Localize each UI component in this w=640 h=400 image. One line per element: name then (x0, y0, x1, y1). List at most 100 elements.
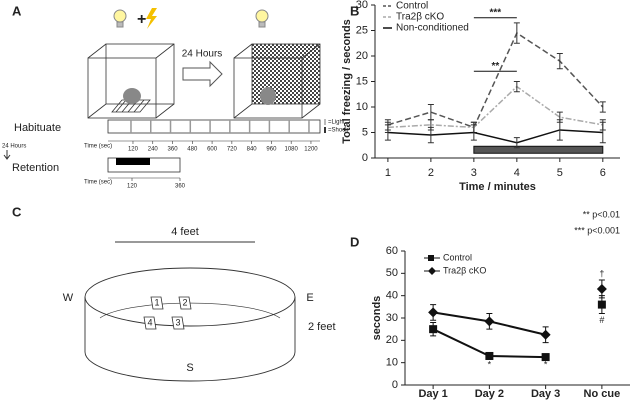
x-tick-label: 3 (471, 167, 477, 179)
y-tick-label: 5 (362, 126, 368, 138)
marker (484, 316, 495, 327)
object (178, 296, 192, 310)
y-tick-label: 10 (356, 101, 368, 113)
x-tick-label: No cue (584, 388, 621, 400)
legend-swatch (324, 119, 326, 125)
tick-label: 600 (207, 147, 218, 153)
object-label: 1 (154, 297, 159, 307)
legend-label: Control (443, 252, 472, 262)
object-label: 2 (182, 297, 187, 307)
tick-label: 360 (168, 147, 179, 153)
x-tick-label: 5 (557, 167, 563, 179)
tick-label: 840 (247, 147, 258, 153)
interval-label: 24 Hours (2, 144, 26, 150)
legend-label: Tra2β cKO (396, 12, 444, 23)
tick-label: 720 (227, 147, 238, 153)
error-bar (599, 101, 606, 113)
x-tick-label: Day 2 (475, 388, 504, 400)
panel-label: A (12, 3, 22, 18)
error-bar (556, 119, 563, 141)
y-tick-label: 25 (356, 24, 368, 36)
legend-marker (428, 267, 436, 275)
marker (597, 300, 606, 309)
series-line (387, 129, 603, 144)
direction-label: S (186, 362, 193, 374)
x-tick-label: 4 (514, 167, 520, 179)
error-bar (470, 124, 477, 141)
y-tick-label: 0 (362, 152, 368, 164)
x-tick-label: 6 (600, 167, 606, 179)
y-tick-label: 60 (386, 245, 398, 257)
bulb (113, 9, 269, 28)
error-bar (513, 81, 520, 93)
annotation: # (599, 315, 604, 325)
object-label: 4 (147, 317, 152, 327)
annotation: † (599, 268, 604, 278)
y-tick-label: 30 (386, 312, 398, 324)
arrow-label: 24 Hours (182, 49, 223, 60)
series-line (387, 85, 603, 129)
annotation: * (488, 360, 492, 370)
direction-label: W (63, 292, 74, 304)
tick-label: 120 (128, 147, 139, 153)
y-tick-label: 40 (386, 290, 398, 302)
legend-label: =Shock (328, 128, 349, 134)
y-tick-label: 10 (386, 357, 398, 369)
x-axis-label: Time / minutes (459, 181, 536, 193)
y-tick-label: 50 (386, 267, 398, 279)
panel-label: D (350, 234, 359, 249)
legend-label: =Light (328, 120, 345, 126)
direction-label: E (306, 292, 313, 304)
arrow (182, 60, 223, 88)
lightning (146, 8, 157, 29)
dimension-label: 2 feet (308, 321, 336, 333)
y-axis-label: Total freezing / seconds (341, 19, 353, 144)
legend-label: Control (396, 1, 428, 12)
footnote: ** p<0.01 (583, 209, 620, 219)
marker (429, 325, 438, 334)
error-bar (599, 121, 606, 144)
legend-marker (428, 255, 434, 261)
annotation: * (544, 360, 548, 370)
error-bar (427, 126, 434, 144)
tick-label: 1200 (304, 147, 318, 153)
y-tick-label: 20 (356, 50, 368, 62)
y-tick-label: 15 (356, 75, 368, 87)
timeline (107, 119, 321, 134)
tick-label: 1080 (285, 147, 299, 153)
tick-label: 960 (266, 147, 277, 153)
marker (596, 283, 607, 294)
tick-label: 120 (127, 184, 138, 190)
y-tick-label: 30 (356, 0, 368, 11)
annotation: *** (490, 7, 502, 18)
x-tick-label: Day 1 (418, 388, 447, 400)
mouse (260, 87, 276, 105)
object (150, 296, 164, 310)
annotation: ** (491, 61, 499, 72)
marker (541, 353, 550, 362)
marker (540, 329, 551, 340)
marker (428, 307, 439, 318)
panel-label: B (350, 3, 359, 18)
mouse (123, 88, 141, 104)
panel-label: C (12, 204, 22, 219)
object (171, 316, 185, 330)
cue-period (473, 145, 604, 154)
object-label: 3 (175, 317, 180, 327)
y-axis-label: seconds (371, 296, 383, 341)
cage-1 (87, 43, 175, 119)
down-arrow (3, 150, 11, 160)
tick-label: 240 (148, 147, 159, 153)
row-label: Habituate (14, 122, 61, 134)
x-tick-label: 1 (385, 167, 391, 179)
series-line (387, 31, 604, 129)
error-bar (556, 52, 563, 70)
tick-label: 480 (187, 147, 198, 153)
error-bar (513, 137, 520, 149)
legend-swatch (324, 127, 326, 133)
cue-bar (116, 158, 150, 165)
y-tick-label: 20 (386, 334, 398, 346)
x-tick-label: Day 3 (531, 388, 560, 400)
row-label: Retention (12, 162, 59, 174)
x-tick-label: 2 (428, 167, 434, 179)
